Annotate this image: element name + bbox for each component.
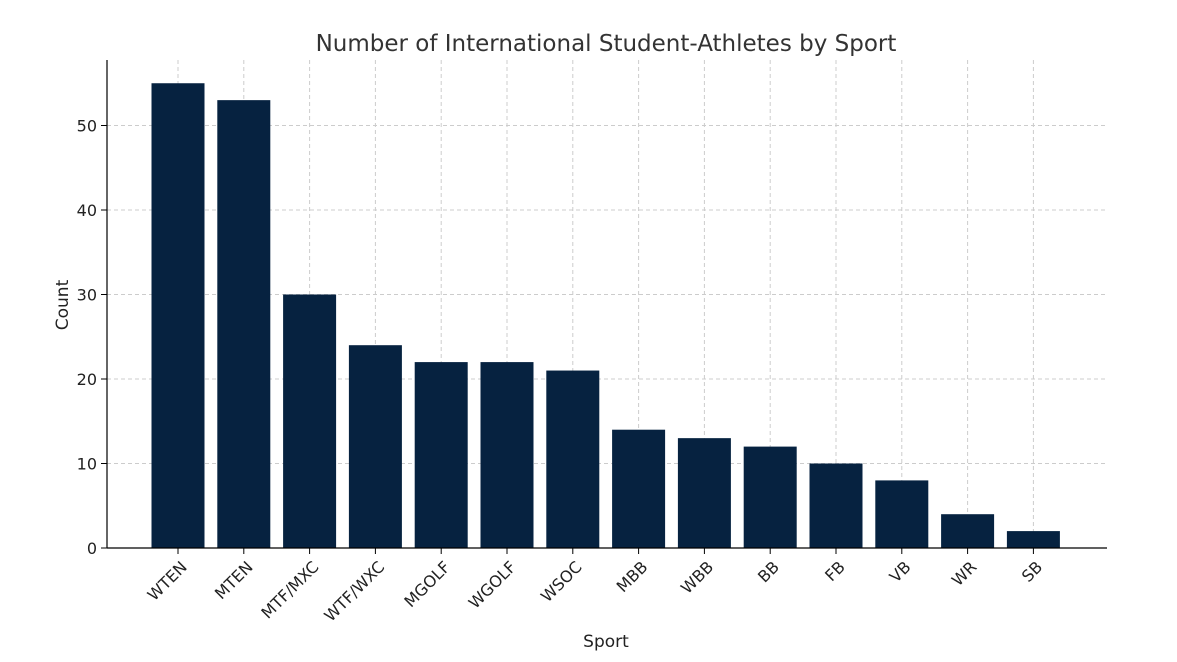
y-axis-label: Count	[53, 279, 73, 330]
x-tick-label: BB	[754, 557, 783, 586]
bar	[348, 345, 402, 548]
bar	[414, 362, 468, 548]
x-tick-label: WBB	[677, 557, 717, 597]
y-tick-label: 30	[77, 285, 97, 304]
x-tick-label: FB	[821, 557, 849, 585]
x-axis-label: Sport	[583, 632, 629, 652]
chart-title: Number of International Student-Athletes…	[316, 31, 897, 57]
bar	[743, 446, 797, 548]
bar	[546, 370, 600, 548]
y-tick-label: 40	[77, 201, 97, 220]
bar	[809, 463, 863, 548]
x-tick-label: WR	[948, 557, 980, 589]
x-tick-label: WSOC	[537, 557, 586, 606]
bar	[612, 429, 666, 548]
y-tick-label: 50	[77, 116, 97, 135]
bar	[941, 514, 995, 548]
bar	[677, 438, 731, 548]
x-tick-label: MTEN	[211, 557, 257, 603]
y-tick-label: 0	[87, 539, 97, 558]
x-tick-label: WGOLF	[465, 557, 520, 612]
y-tick-label: 10	[77, 454, 97, 473]
bar	[1006, 531, 1060, 548]
x-tick-label: MGOLF	[400, 557, 454, 611]
x-tick-label: VB	[886, 557, 915, 586]
x-tick-label: WTEN	[144, 557, 191, 604]
x-tick-label: WTF/WXC	[320, 557, 388, 625]
x-tick-label: MBB	[613, 557, 652, 596]
bar	[217, 100, 271, 549]
y-tick-label: 20	[77, 370, 97, 389]
bar	[283, 294, 337, 548]
bar	[480, 362, 534, 548]
bar	[151, 83, 205, 548]
bars	[151, 83, 1060, 549]
x-tick-label: MTF/MXC	[257, 557, 322, 622]
x-tick-label: SB	[1018, 557, 1046, 585]
bar	[875, 480, 929, 548]
y-axis-ticks: 0 10 20 30 40 50	[77, 116, 107, 558]
